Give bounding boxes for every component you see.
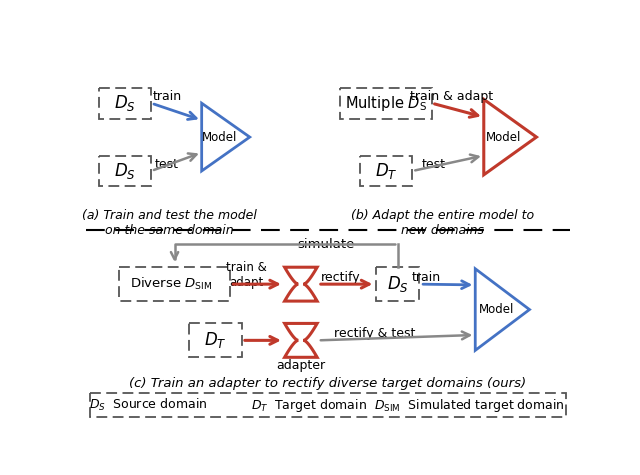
Text: $D_{\mathrm{SIM}}$  Simulated target domain: $D_{\mathrm{SIM}}$ Simulated target doma… bbox=[374, 397, 565, 414]
Text: $D_T$: $D_T$ bbox=[204, 330, 227, 351]
Text: $D_S$: $D_S$ bbox=[387, 274, 409, 294]
Text: adapter: adapter bbox=[276, 359, 325, 371]
Bar bbox=[99, 155, 151, 186]
Bar bbox=[340, 88, 432, 119]
Text: $D_T$: $D_T$ bbox=[375, 161, 397, 181]
Bar bbox=[119, 267, 230, 301]
Text: Multiple $D_\mathrm{S}$: Multiple $D_\mathrm{S}$ bbox=[345, 94, 427, 113]
Text: Model: Model bbox=[479, 303, 514, 316]
Text: train: train bbox=[152, 90, 181, 103]
Text: simulate: simulate bbox=[298, 238, 355, 251]
Text: test: test bbox=[422, 158, 446, 171]
Text: train &
adapt: train & adapt bbox=[227, 261, 267, 289]
Text: Model: Model bbox=[486, 131, 522, 143]
Bar bbox=[360, 155, 412, 186]
Text: (a) Train and test the model
on the same domain: (a) Train and test the model on the same… bbox=[82, 209, 257, 238]
Text: train & adapt: train & adapt bbox=[410, 90, 493, 103]
Text: (b) Adapt the entire model to
new domains: (b) Adapt the entire model to new domain… bbox=[351, 209, 534, 238]
Bar bbox=[99, 88, 151, 119]
Bar bbox=[376, 267, 419, 301]
Text: $D_T$  Target domain: $D_T$ Target domain bbox=[251, 397, 367, 414]
Bar bbox=[189, 323, 242, 357]
Text: rectify: rectify bbox=[321, 271, 361, 284]
Text: Diverse $D_{\mathrm{SIM}}$: Diverse $D_{\mathrm{SIM}}$ bbox=[131, 276, 212, 292]
Text: rectify & test: rectify & test bbox=[334, 327, 415, 340]
Text: Model: Model bbox=[202, 131, 237, 143]
Text: test: test bbox=[155, 158, 179, 171]
Text: $D_S$  Source domain: $D_S$ Source domain bbox=[89, 397, 207, 413]
Text: $D_S$: $D_S$ bbox=[114, 161, 136, 181]
Text: $D_S$: $D_S$ bbox=[114, 93, 136, 113]
Text: train: train bbox=[412, 271, 441, 284]
Text: (c) Train an adapter to rectify diverse target domains (ours): (c) Train an adapter to rectify diverse … bbox=[129, 377, 527, 389]
Bar bbox=[90, 393, 566, 417]
